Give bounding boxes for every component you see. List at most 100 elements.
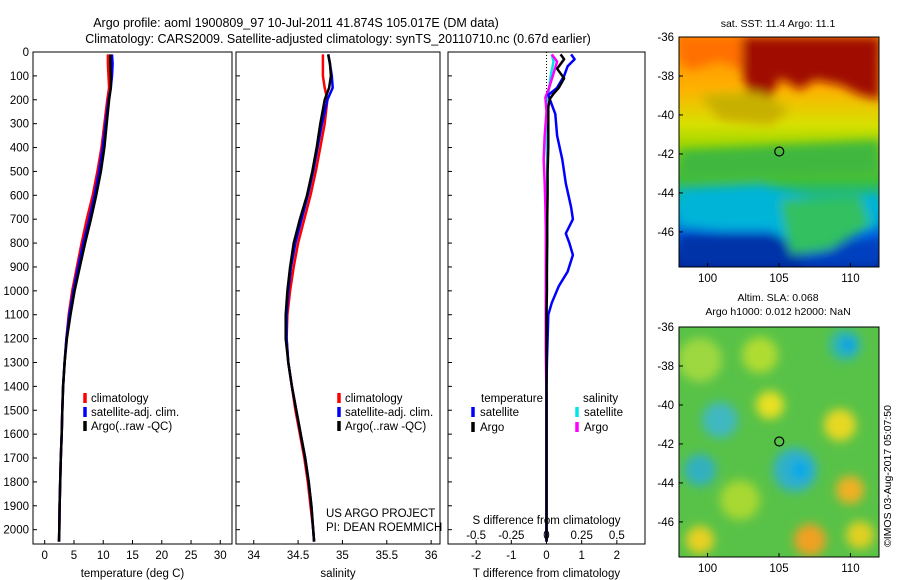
lat-tick-label: -36 [657, 32, 674, 44]
depth-tick-label: 1200 [3, 334, 29, 346]
sst-map-axes: -36 -38 -40 -42 -44 -46 100 105 110 [657, 32, 859, 285]
legend-salinity-title: salinity [583, 393, 618, 405]
sla-map-image [679, 327, 879, 557]
s-tick-label: 0.5 [609, 530, 625, 542]
x-tick-label: 2 [614, 550, 620, 562]
depth-tick-label: 900 [10, 262, 29, 274]
depth-tick-label: 700 [10, 214, 29, 226]
x-tick-label: 20 [155, 550, 168, 562]
legend-temperature-title: temperature [481, 393, 543, 405]
lon-tick-label: 100 [698, 273, 717, 285]
argo-line [284, 54, 333, 542]
x-tick-label: 0 [42, 550, 48, 562]
figure-title-line2: Climatology: CARS2009. Satellite-adjuste… [85, 32, 591, 46]
lat-tick-label: -42 [657, 439, 674, 451]
s-difference-label: S difference from climatology [472, 515, 620, 527]
x-tick-label: 34.5 [287, 550, 309, 562]
lon-tick-label: 110 [841, 273, 859, 285]
depth-tick-label: 0 [23, 47, 29, 59]
pi-annotation: PI: DEAN ROEMMICH [326, 522, 442, 534]
depth-tick-label: 1100 [4, 310, 29, 322]
difference-xlabel: T difference from climatology [473, 568, 620, 580]
x-tick-label: 10 [97, 550, 110, 562]
x-tick-label: 25 [185, 550, 198, 562]
t-argo-line [545, 53, 566, 542]
lat-tick-label: -38 [657, 71, 674, 83]
depth-tick-label: 300 [10, 119, 29, 131]
sst-map-title: sat. SST: 11.4 Argo: 11.1 [721, 18, 836, 30]
depth-tick-label: 100 [10, 71, 29, 83]
lon-tick-label: 110 [841, 563, 859, 575]
lat-tick-label: -44 [657, 478, 674, 490]
x-tick-label: 34 [247, 550, 260, 562]
salinity-panel: 34 34.5 35 35.5 36 salinity climatology satelli… [235, 51, 442, 580]
lon-tick-label: 105 [769, 563, 788, 575]
lon-tick-label: 100 [698, 563, 717, 575]
sla-map-title-line2: Argo h1000: 0.012 h2000: NaN [705, 306, 850, 318]
x-tick-label: 36 [425, 550, 438, 562]
temperature-frame [32, 51, 233, 545]
x-tick-label: 5 [71, 550, 77, 562]
legend-label-2: Argo(..raw -QC) [91, 421, 172, 433]
legend-label-3: Argo [584, 422, 608, 434]
depth-tick-label: 1800 [3, 477, 29, 489]
depth-tick-label: 1000 [3, 286, 29, 298]
lat-tick-label: -40 [657, 400, 674, 412]
x-tick-label: 30 [214, 550, 227, 562]
depth-tick-label: 400 [10, 143, 29, 155]
x-tick-label: 15 [126, 550, 139, 562]
legend-label-0: climatology [345, 393, 403, 405]
legend-label-2: Argo(..raw -QC) [345, 421, 426, 433]
legend-label-1: satellite-adj. clim. [91, 407, 179, 419]
lat-tick-label: -38 [657, 361, 674, 373]
depth-tick-label: 600 [10, 190, 29, 202]
depth-tick-label: 1700 [3, 453, 29, 465]
salinity-xlabel: salinity [320, 568, 355, 580]
temperature-panel: 0100200300400500600700800900100011001200… [3, 47, 233, 580]
x-tick-label: 35.5 [376, 550, 398, 562]
argo-location-marker [774, 436, 785, 447]
lat-tick-label: -36 [657, 322, 674, 334]
depth-tick-label: 1500 [3, 405, 29, 417]
project-annotation: US ARGO PROJECT [326, 508, 435, 520]
depth-tick-label: 1300 [3, 357, 29, 369]
legend-label-1: satellite-adj. clim. [345, 407, 433, 419]
s-tick-label: 0 [543, 530, 549, 542]
argo-location-marker [774, 146, 785, 157]
lat-tick-label: -46 [657, 517, 674, 529]
argo-line [57, 54, 113, 542]
x-tick-label: -2 [471, 550, 481, 562]
s-tick-label: -0.5 [466, 530, 486, 542]
depth-tick-label: 200 [10, 95, 29, 107]
figure-title-line1: Argo profile: aoml 1900809_97 10-Jul-201… [93, 16, 499, 30]
depth-tick-label: 2000 [3, 525, 29, 537]
difference-panel: -2 -1 0 1 2 T difference from climatology S di… [447, 51, 646, 580]
salinity-frame [235, 51, 441, 545]
depth-tick-label: 800 [10, 238, 29, 250]
x-tick-label: 1 [578, 550, 584, 562]
x-tick-label: -1 [506, 550, 516, 562]
lat-tick-label: -44 [657, 188, 674, 200]
sla-map-title-line1: Altim. SLA: 0.068 [737, 292, 818, 304]
depth-tick-label: 1600 [3, 429, 29, 441]
depth-tick-label: 1900 [3, 501, 29, 513]
legend-label-1: Argo [480, 422, 504, 434]
lat-tick-label: -46 [657, 227, 674, 239]
sst-map-image [679, 37, 879, 267]
s-tick-label: 0.25 [570, 530, 592, 542]
lat-tick-label: -42 [657, 149, 674, 161]
x-tick-label: 35 [336, 550, 349, 562]
s-tick-label: -0.25 [498, 530, 524, 542]
temperature-xlabel: temperature (deg C) [81, 568, 185, 580]
imos-credit: ©IMOS 03-Aug-2017 05:07:50 [882, 405, 894, 547]
legend-label-0: satellite [480, 407, 519, 419]
depth-tick-label: 1400 [3, 381, 29, 393]
lon-tick-label: 105 [769, 273, 788, 285]
x-tick-label: 0 [543, 550, 549, 562]
legend-label-2: satellite [584, 407, 623, 419]
legend-label-0: climatology [91, 393, 149, 405]
depth-tick-label: 500 [10, 166, 29, 178]
sla-map-axes: -36 -38 -40 -42 -44 -46 100 105 110 [657, 322, 859, 575]
lat-tick-label: -40 [657, 110, 674, 122]
